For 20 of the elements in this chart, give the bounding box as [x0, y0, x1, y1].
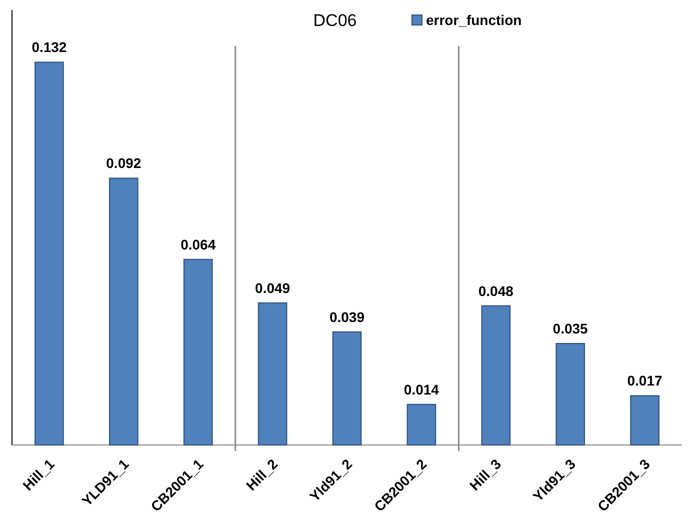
data-label: 0.035 [552, 320, 588, 336]
bar [109, 178, 138, 446]
data-label: 0.132 [32, 39, 67, 56]
chart-title: DC06 [313, 11, 357, 30]
bar [34, 62, 64, 446]
data-label: 0.017 [627, 372, 662, 389]
bar [183, 258, 213, 446]
data-label: 0.049 [255, 280, 290, 296]
bar [556, 343, 585, 446]
bar [332, 331, 362, 446]
data-label: 0.064 [180, 236, 216, 252]
legend-label: error_function [426, 12, 522, 28]
data-label: 0.014 [404, 381, 440, 398]
bar [481, 305, 511, 446]
data-label: 0.039 [329, 308, 365, 325]
data-label: 0.048 [478, 282, 514, 299]
bar [406, 404, 436, 446]
data-label: 0.092 [106, 155, 142, 172]
bar [258, 302, 288, 446]
bar [630, 395, 660, 446]
